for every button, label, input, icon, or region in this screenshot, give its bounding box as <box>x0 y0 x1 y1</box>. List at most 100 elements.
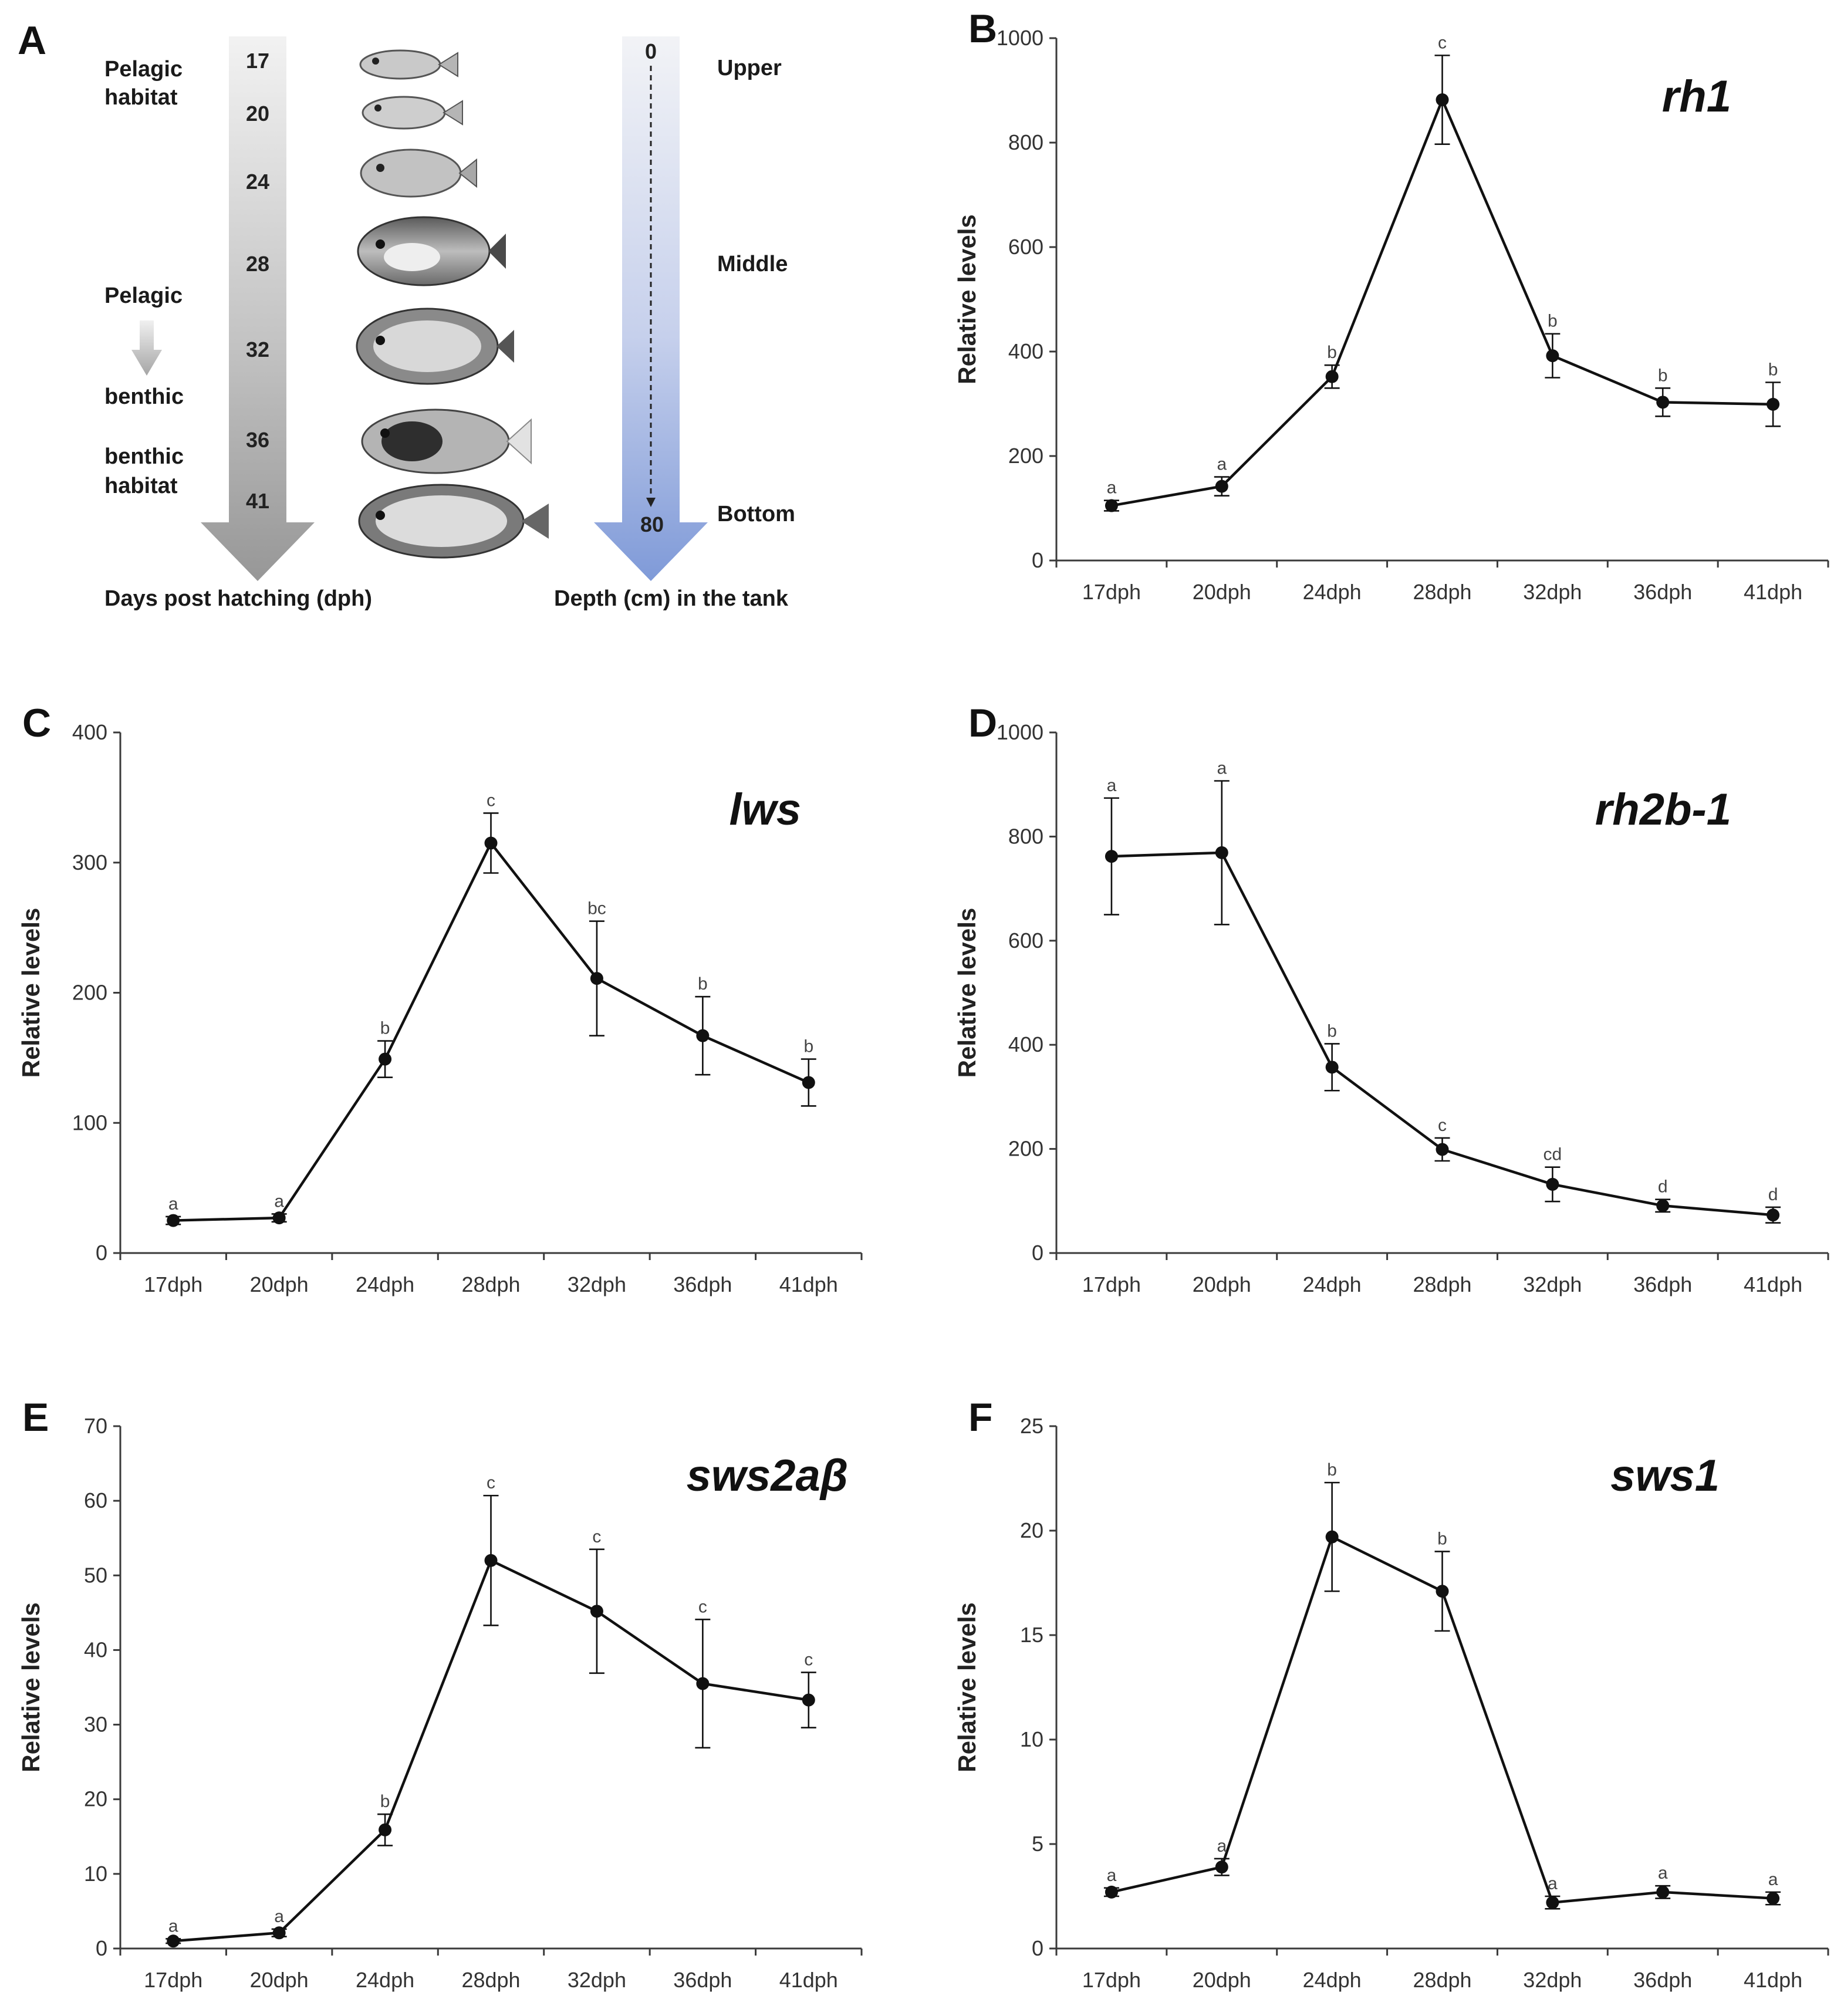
sig-letter-b-5: b <box>1658 366 1668 385</box>
x-tick-label-d-24dph: 24dph <box>1303 1272 1362 1296</box>
data-point-d-5 <box>1656 1199 1670 1213</box>
data-point-b-1 <box>1215 479 1228 493</box>
sig-letter-f-4: a <box>1548 1874 1558 1893</box>
data-point-c-4 <box>590 972 603 985</box>
x-tick-label-b-32dph: 32dph <box>1523 580 1582 604</box>
sig-letter-b-6: b <box>1768 360 1778 380</box>
y-tick-label-b-0: 0 <box>1032 548 1043 572</box>
sig-letter-e-6: c <box>804 1650 813 1670</box>
y-tick-label-c-0: 0 <box>96 1241 107 1265</box>
panel-label-c: C <box>22 701 51 745</box>
sig-letter-e-3: c <box>487 1473 495 1492</box>
y-axis-label-e: Relative levels <box>17 1602 45 1772</box>
data-point-b-0 <box>1105 499 1118 512</box>
sig-letter-c-6: b <box>803 1037 813 1056</box>
juvenile-32dph-icon <box>356 308 514 385</box>
y-tick-label-b-800: 800 <box>1008 130 1043 154</box>
larva-17dph-icon <box>359 49 458 80</box>
x-tick-label-c-28dph: 28dph <box>461 1272 520 1296</box>
y-tick-label-f-25: 25 <box>1020 1414 1043 1438</box>
y-tick-label-b-200: 200 <box>1008 444 1043 468</box>
y-tick-label-c-100: 100 <box>72 1110 107 1134</box>
panel-label-a: A <box>18 18 46 63</box>
sig-letter-d-5: d <box>1658 1177 1668 1197</box>
data-point-b-5 <box>1656 396 1670 409</box>
x-tick-label-f-20dph: 20dph <box>1193 1968 1251 1992</box>
juvenile-41dph-icon <box>358 484 549 559</box>
x-tick-label-e-28dph: 28dph <box>461 1968 520 1992</box>
habitat-bottom-line2: habitat <box>104 474 178 498</box>
depth-arrowhead-icon <box>646 498 656 507</box>
x-tick-label-b-24dph: 24dph <box>1303 580 1362 604</box>
x-tick-label-e-36dph: 36dph <box>673 1968 732 1992</box>
x-tick-label-f-41dph: 41dph <box>1744 1968 1802 1992</box>
y-tick-label-e-40: 40 <box>84 1637 107 1662</box>
sig-letter-d-0: a <box>1107 776 1117 795</box>
x-tick-label-b-17dph: 17dph <box>1082 580 1141 604</box>
fish-illustrations <box>356 49 549 559</box>
y-axis-label-c: Relative levels <box>17 908 45 1078</box>
days-arrow-icon <box>201 36 315 581</box>
depth-top-value: 0 <box>645 39 657 63</box>
juvenile-36dph-icon <box>361 408 532 474</box>
y-tick-label-d-400: 400 <box>1008 1032 1043 1056</box>
data-point-d-1 <box>1215 846 1228 859</box>
data-point-e-3 <box>484 1554 498 1567</box>
depth-arrow-icon <box>594 36 708 581</box>
zone-bottom: Bottom <box>717 502 795 526</box>
x-tick-label-e-17dph: 17dph <box>144 1968 202 1992</box>
gene-label-b: rh1 <box>1662 72 1731 121</box>
y-tick-label-e-50: 50 <box>84 1563 107 1587</box>
x-tick-label-b-36dph: 36dph <box>1633 580 1692 604</box>
x-tick-label-d-41dph: 41dph <box>1744 1272 1802 1296</box>
sig-letter-b-2: b <box>1327 343 1337 362</box>
y-axis-label-b: Relative levels <box>953 214 981 384</box>
x-tick-label-c-24dph: 24dph <box>356 1272 414 1296</box>
larva-24dph-icon <box>360 148 477 198</box>
y-tick-label-e-70: 70 <box>84 1414 107 1438</box>
data-point-e-1 <box>272 1926 286 1940</box>
data-point-d-6 <box>1767 1208 1780 1222</box>
data-point-b-3 <box>1436 93 1449 107</box>
depth-bottom-value: 80 <box>640 512 664 536</box>
x-tick-label-c-17dph: 17dph <box>144 1272 202 1296</box>
y-tick-label-d-800: 800 <box>1008 824 1043 848</box>
day-number-24: 24 <box>246 170 269 194</box>
transition-arrow-icon <box>131 320 162 376</box>
x-tick-label-d-36dph: 36dph <box>1633 1272 1692 1296</box>
y-tick-label-d-600: 600 <box>1008 928 1043 953</box>
x-tick-label-f-24dph: 24dph <box>1303 1968 1362 1992</box>
day-number-20: 20 <box>246 102 269 126</box>
sig-letter-c-4: bc <box>587 899 606 918</box>
sig-letter-f-6: a <box>1768 1870 1778 1889</box>
panel-label-e: E <box>22 1395 49 1440</box>
x-tick-label-b-41dph: 41dph <box>1744 580 1802 604</box>
y-tick-label-b-1000: 1000 <box>997 26 1043 50</box>
sig-letter-b-1: a <box>1217 455 1227 474</box>
y-tick-label-f-0: 0 <box>1032 1936 1043 1960</box>
gene-label-e: sws2aβ <box>687 1451 848 1501</box>
y-tick-label-d-200: 200 <box>1008 1137 1043 1161</box>
data-point-e-5 <box>696 1677 710 1690</box>
x-tick-label-c-36dph: 36dph <box>673 1272 732 1296</box>
y-tick-label-c-300: 300 <box>72 850 107 874</box>
x-tick-label-d-28dph: 28dph <box>1413 1272 1471 1296</box>
x-tick-label-f-17dph: 17dph <box>1082 1968 1141 1992</box>
data-point-d-4 <box>1546 1177 1559 1191</box>
y-axis-label-f: Relative levels <box>953 1602 981 1772</box>
x-tick-label-f-28dph: 28dph <box>1413 1968 1471 1992</box>
series-line-b <box>1111 96 1774 507</box>
sig-letter-c-0: a <box>168 1194 178 1214</box>
data-point-c-2 <box>379 1052 392 1066</box>
transition-bottom-label: benthic <box>104 384 184 409</box>
x-tick-label-e-24dph: 24dph <box>356 1968 414 1992</box>
day-number-36: 36 <box>246 428 269 452</box>
sig-letter-d-4: cd <box>1544 1145 1562 1164</box>
data-point-d-3 <box>1436 1143 1449 1156</box>
